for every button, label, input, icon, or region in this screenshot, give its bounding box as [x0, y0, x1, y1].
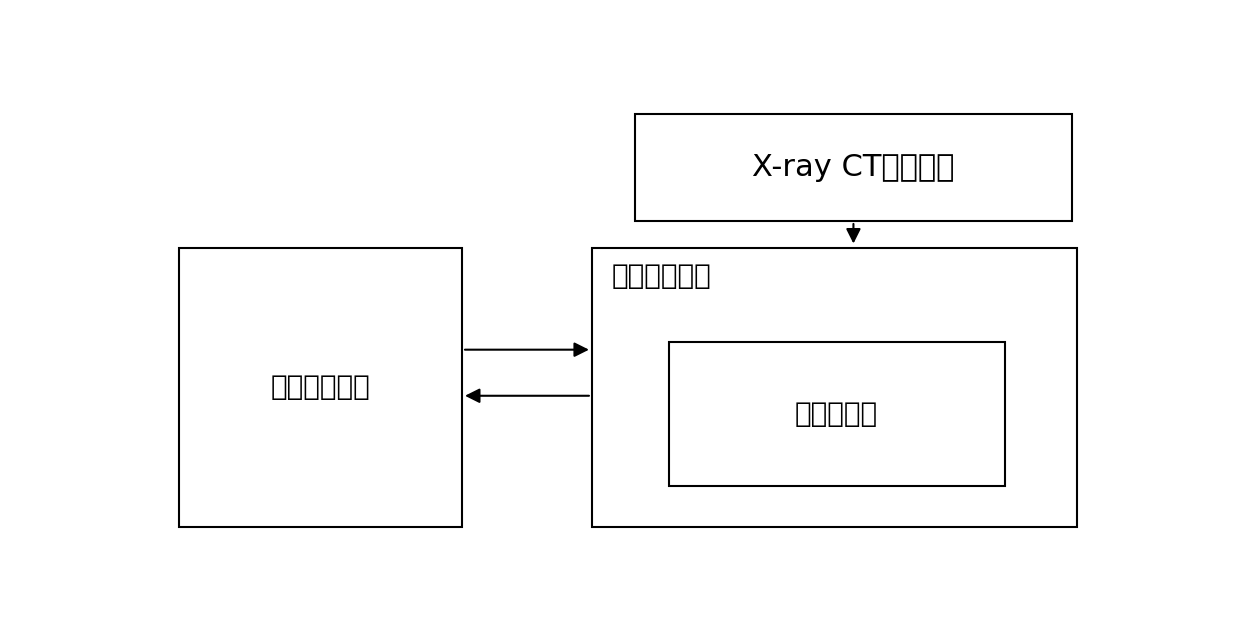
Text: 布氏硬度计: 布氏硬度计 — [795, 400, 878, 428]
Bar — [178, 248, 462, 527]
Text: 数据处理装置: 数据处理装置 — [611, 261, 711, 290]
Bar — [669, 343, 1005, 486]
Text: 样品分离装置: 样品分离装置 — [270, 374, 370, 401]
Bar — [592, 248, 1077, 527]
Text: X-ray CT扫描装置: X-ray CT扫描装置 — [752, 153, 954, 182]
Bar — [636, 115, 1072, 221]
